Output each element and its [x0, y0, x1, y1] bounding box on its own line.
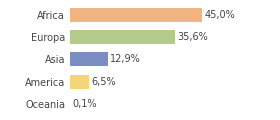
- Text: 0,1%: 0,1%: [73, 99, 97, 109]
- Text: 35,6%: 35,6%: [177, 32, 208, 42]
- Bar: [70, 8, 202, 22]
- Bar: [70, 30, 175, 44]
- Bar: [70, 75, 89, 89]
- Bar: [70, 52, 108, 66]
- Text: 45,0%: 45,0%: [205, 10, 235, 20]
- Text: 6,5%: 6,5%: [92, 77, 116, 87]
- Text: 12,9%: 12,9%: [110, 54, 141, 64]
